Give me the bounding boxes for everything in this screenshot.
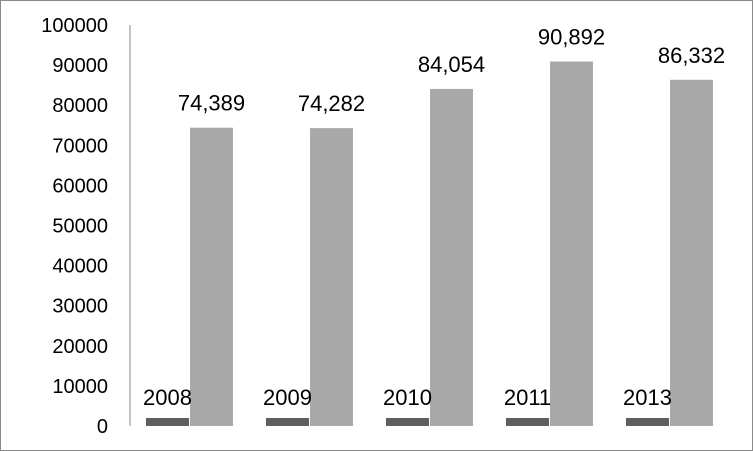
bar-value-2010 (430, 88, 473, 427)
year-label: 2008 (143, 385, 192, 410)
y-tick-label: 50000 (52, 216, 108, 238)
bars (146, 61, 713, 427)
year-label: 2013 (623, 385, 672, 410)
bar-value-2013 (670, 79, 713, 426)
bar-value-2008 (190, 127, 233, 427)
value-label: 74,389 (178, 91, 245, 116)
y-tick-label: 30000 (52, 296, 108, 318)
y-tick-label: 40000 (52, 256, 108, 278)
y-tick-label: 80000 (52, 95, 108, 117)
value-label: 90,892 (538, 25, 605, 50)
y-tick-label: 70000 (52, 135, 108, 157)
y-tick-label: 100000 (41, 15, 108, 37)
y-tick-label: 10000 (52, 376, 108, 398)
value-label: 86,332 (658, 43, 725, 68)
bar-year-2013 (626, 418, 669, 426)
year-label: 2009 (263, 385, 312, 410)
y-tick-label: 0 (97, 416, 108, 438)
bar-value-2009 (310, 128, 353, 426)
data-labels: 2008 74,389 2009 74,282 2010 84,054 2011 90,892… (143, 25, 725, 410)
bar-year-2010 (386, 418, 429, 426)
value-label: 84,054 (418, 52, 485, 77)
y-axis: 0 10000 20000 30000 40000 50000 60000 70000 8000… (41, 15, 131, 438)
y-tick-label: 20000 (52, 336, 108, 358)
value-label: 74,282 (298, 91, 365, 116)
bar-year-2011 (506, 418, 549, 426)
bar-year-2009 (266, 418, 309, 426)
bar-value-2011 (550, 61, 593, 427)
year-label: 2011 (504, 385, 551, 410)
year-label: 2010 (383, 385, 432, 410)
y-tick-label: 60000 (52, 175, 108, 197)
y-tick-label: 90000 (52, 55, 108, 77)
bar-year-2008 (146, 418, 189, 426)
